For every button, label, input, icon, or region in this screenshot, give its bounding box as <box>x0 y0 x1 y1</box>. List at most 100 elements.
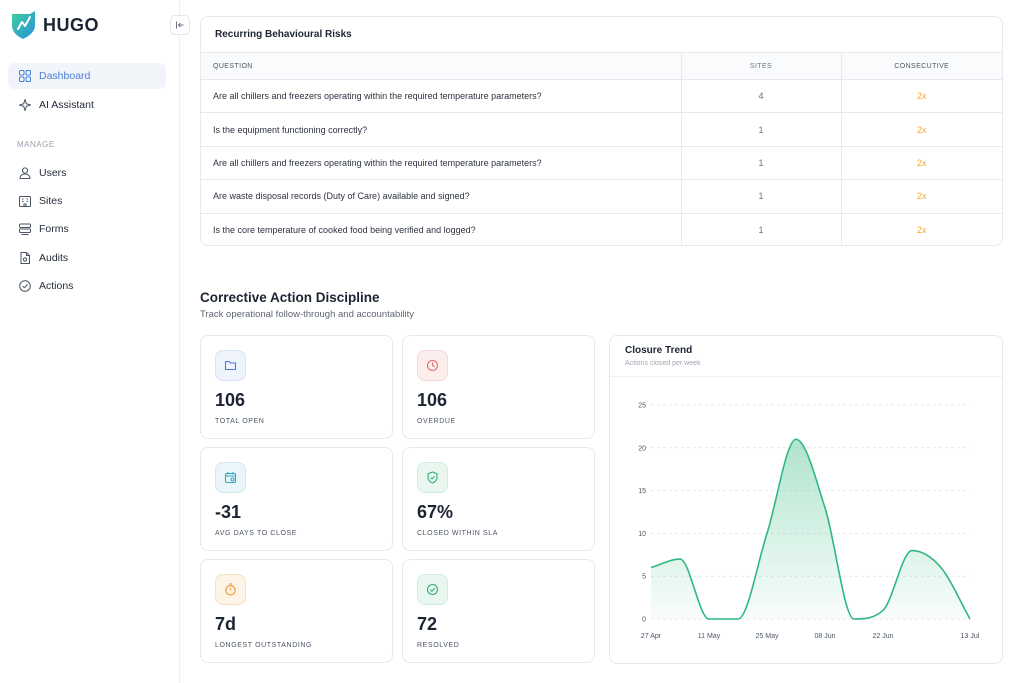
x-tick-label: 22 Jun <box>872 633 893 640</box>
kpi-card-overdue[interactable]: 106 OVERDUE <box>402 335 595 439</box>
sidebar-item-forms[interactable]: Forms <box>8 216 166 242</box>
sidebar-item-label: Sites <box>39 195 63 207</box>
x-tick-label: 25 May <box>756 633 779 640</box>
kpi-card-closed-within-sla[interactable]: 67% CLOSED WITHIN SLA <box>402 447 595 551</box>
table-row[interactable]: Is the equipment functioning correctly? … <box>201 112 1002 147</box>
table-row[interactable]: Are all chillers and freezers operating … <box>201 78 1002 113</box>
data-point[interactable] <box>821 504 829 512</box>
y-tick-label: 15 <box>638 488 646 495</box>
data-point[interactable] <box>676 555 684 563</box>
y-tick-label: 10 <box>638 531 646 538</box>
shield-check-icon <box>417 462 448 493</box>
sidebar-item-sites[interactable]: Sites <box>8 188 166 214</box>
layers-icon <box>19 223 31 235</box>
sidebar-item-label: AI Assistant <box>39 99 94 111</box>
sidebar-item-label: Users <box>39 167 67 179</box>
kpi-card-avg-days-to-close[interactable]: -31 AVG DAYS TO CLOSE <box>200 447 393 551</box>
recurring-risks-card: Recurring Behavioural Risks QUESTION SIT… <box>200 16 1003 246</box>
data-point[interactable] <box>705 615 713 623</box>
kpi-card-total-open[interactable]: 106 TOTAL OPEN <box>200 335 393 439</box>
y-tick-label: 0 <box>642 617 646 624</box>
sidebar-item-label: Audits <box>39 252 69 264</box>
data-point[interactable] <box>966 615 974 623</box>
sidebar-item-dashboard[interactable]: Dashboard <box>8 63 166 89</box>
risks-table: QUESTION SITES CONSECUTIVE Are all chill… <box>201 52 1002 245</box>
kpi-card-longest-outstanding[interactable]: 7d LONGEST OUTSTANDING <box>200 559 393 663</box>
closure-trend-card: Closure Trend Actions closed per week 0 5… <box>609 335 1003 664</box>
clock-icon <box>417 350 448 381</box>
user-icon <box>19 167 31 179</box>
x-tick-label: 27 Apr <box>641 633 662 640</box>
brand-name: HUGO <box>43 14 99 35</box>
folder-icon <box>215 350 246 381</box>
brand[interactable]: HUGO <box>10 11 99 39</box>
data-point[interactable] <box>763 529 771 537</box>
y-tick-label: 25 <box>638 403 646 410</box>
section-subtitle: Track operational follow-through and acc… <box>200 309 415 320</box>
data-point[interactable] <box>734 615 742 623</box>
kpi-value: 106 <box>215 390 246 410</box>
chart-title: Closure Trend <box>625 345 693 356</box>
card-title: Recurring Behavioural Risks <box>215 29 352 40</box>
sidebar-item-audits[interactable]: Audits <box>8 245 166 271</box>
y-tick-label: 5 <box>642 574 646 581</box>
section-label-manage: MANAGE <box>17 140 55 149</box>
sidebar-item-ai-assistant[interactable]: AI Assistant <box>8 92 166 118</box>
sites-cell: 1 <box>680 112 841 147</box>
section-title: Corrective Action Discipline <box>200 290 380 305</box>
sidebar-item-label: Dashboard <box>39 70 91 82</box>
question-cell: Are all chillers and freezers operating … <box>201 145 681 180</box>
consecutive-cell: 2x <box>840 78 1002 113</box>
check-circle-icon <box>417 574 448 605</box>
sites-cell: 1 <box>680 145 841 180</box>
divider <box>610 376 1002 377</box>
calendar-icon <box>215 462 246 493</box>
series-line <box>650 438 971 620</box>
x-tick-label: 11 May <box>698 633 721 640</box>
grid-icon <box>19 70 31 82</box>
sidebar-item-label: Forms <box>39 223 69 235</box>
column-header-consecutive: CONSECUTIVE <box>840 52 1002 80</box>
consecutive-cell: 2x <box>840 212 1002 245</box>
sidebar-item-users[interactable]: Users <box>8 160 166 186</box>
data-point[interactable] <box>647 564 655 572</box>
kpi-label: TOTAL OPEN <box>215 418 265 425</box>
sidebar: HUGO Dashboard AI Assistant MANAGE Users… <box>0 0 180 683</box>
table-row[interactable]: Are all chillers and freezers operating … <box>201 145 1002 180</box>
collapse-sidebar-button[interactable] <box>170 15 190 35</box>
data-point[interactable] <box>792 435 800 443</box>
question-cell: Are all chillers and freezers operating … <box>201 78 681 113</box>
table-row[interactable]: Are waste disposal records (Duty of Care… <box>201 179 1002 214</box>
kpi-value: 72 <box>417 614 438 634</box>
logo-icon <box>12 11 35 39</box>
question-cell: Is the equipment functioning correctly? <box>201 112 681 147</box>
collapse-icon <box>176 21 184 29</box>
kpi-card-resolved[interactable]: 72 RESOLVED <box>402 559 595 663</box>
check-circle-icon <box>19 280 31 292</box>
kpi-value: 7d <box>215 614 237 634</box>
data-point[interactable] <box>937 564 945 572</box>
sites-cell: 1 <box>680 179 841 214</box>
x-tick-label: 13 Jul <box>961 633 980 640</box>
area-fill <box>651 439 970 619</box>
sites-cell: 4 <box>680 78 841 113</box>
sites-cell: 1 <box>680 212 841 245</box>
column-header-sites: SITES <box>680 52 841 80</box>
kpi-label: LONGEST OUTSTANDING <box>215 642 313 649</box>
kpi-label: CLOSED WITHIN SLA <box>417 530 498 537</box>
table-row[interactable]: Is the core temperature of cooked food b… <box>201 212 1002 245</box>
consecutive-cell: 2x <box>840 179 1002 214</box>
kpi-label: AVG DAYS TO CLOSE <box>215 530 298 537</box>
consecutive-cell: 2x <box>840 145 1002 180</box>
data-point[interactable] <box>908 547 916 555</box>
sidebar-item-actions[interactable]: Actions <box>8 273 166 299</box>
timer-icon <box>215 574 246 605</box>
kpi-label: OVERDUE <box>417 418 456 425</box>
data-point[interactable] <box>879 606 887 614</box>
chart-subtitle: Actions closed per week <box>625 360 701 367</box>
sidebar-item-label: Actions <box>39 280 74 292</box>
column-header-question: QUESTION <box>201 52 681 80</box>
kpi-label: RESOLVED <box>417 642 460 649</box>
consecutive-cell: 2x <box>840 112 1002 147</box>
data-point[interactable] <box>850 615 858 623</box>
